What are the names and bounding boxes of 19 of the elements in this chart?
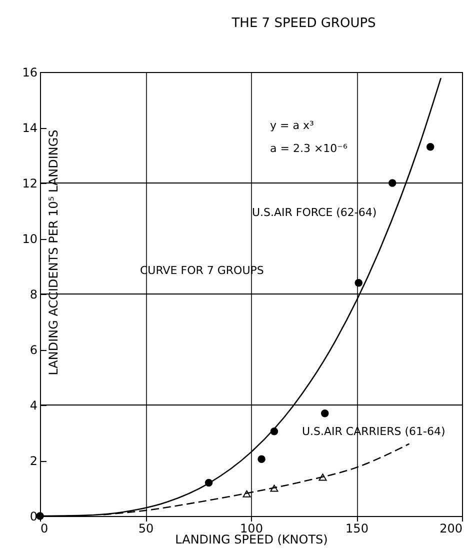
y-tick-label: 0 [30, 510, 38, 524]
y-tick-label: 12 [22, 176, 38, 190]
chart-title: THE 7 SPEED GROUPS [230, 16, 376, 31]
y-tick-label: 4 [30, 398, 38, 412]
x-axis-title: LANDING SPEED (KNOTS) [175, 532, 328, 546]
x-tick-label: 100 [240, 522, 263, 536]
x-tick-label: 200 [440, 522, 462, 536]
x-tick-label: 150 [346, 522, 368, 536]
y-tick-label: 6 [30, 343, 38, 357]
x-tick-label: 50 [138, 522, 154, 536]
y-tick-label: 14 [22, 121, 38, 135]
annotation: a = 2.3 ×10⁻⁶ [270, 142, 348, 155]
x-tick-label: 0 [40, 522, 48, 536]
y-tick-label: 16 [22, 66, 38, 80]
y-tick-label: 2 [30, 454, 38, 468]
y-tick-label: 8 [30, 288, 38, 302]
annotation: y = a x³ [270, 119, 314, 132]
y-axis-title: LANDING ACCIDENTS PER 10⁵ LANDINGS [46, 130, 60, 376]
y-tick-label: 10 [22, 232, 38, 246]
